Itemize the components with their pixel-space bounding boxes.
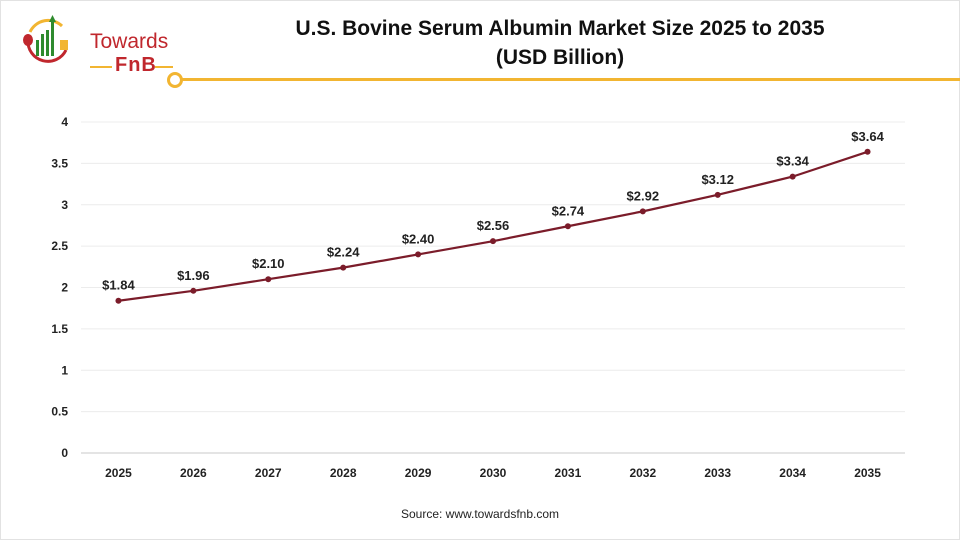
data-point [564,223,571,230]
x-tick-label: 2025 [105,466,132,480]
source-note: Source: www.towardsfnb.com [400,507,560,521]
x-tick-label: 2031 [555,466,582,480]
x-tick-label: 2026 [180,466,207,480]
data-label: $2.24 [327,245,360,260]
data-label: $2.56 [477,218,510,233]
data-label: $3.64 [851,129,884,144]
y-tick-label: 2 [61,281,68,295]
data-point [190,287,197,294]
data-label: $2.40 [402,231,435,246]
data-point [714,191,721,198]
x-tick-label: 2032 [629,466,656,480]
x-tick-label: 2030 [480,466,507,480]
logo-mark-icon [23,15,68,63]
y-tick-label: 0.5 [51,405,68,419]
y-tick-label: 0 [61,446,68,460]
x-tick-label: 2028 [330,466,357,480]
data-point [415,251,422,258]
data-point [864,148,871,155]
data-label: $3.34 [776,154,809,169]
data-label: $2.92 [627,188,660,203]
data-label: $1.84 [102,278,135,293]
title-rule-circle [167,72,183,88]
y-tick-label: 2.5 [51,239,68,253]
logo-text-fnb: FnB [115,54,157,76]
data-point [789,173,796,180]
chart-title: U.S. Bovine Serum Albumin Market Size 20… [240,14,880,72]
data-label: $1.96 [177,268,210,283]
data-point [115,297,122,304]
chart-subtitle: (USD Billion) [495,46,625,69]
x-tick-label: 2027 [255,466,282,480]
data-label: $2.74 [552,203,585,218]
y-tick-label: 1.5 [51,322,68,336]
x-tick-label: 2033 [704,466,731,480]
y-tick-label: 4 [61,115,68,129]
y-tick-label: 3 [61,198,68,212]
chart-title-main: U.S. Bovine Serum Albumin Market Size 20… [295,17,825,40]
data-point [340,264,347,271]
title-rule-line [182,78,960,81]
logo-dash-left [90,66,112,68]
x-tick-label: 2034 [779,466,806,480]
y-tick-label: 3.5 [51,156,68,170]
towards-fnb-logo: Towards FnB [18,14,173,76]
logo-dash-right [155,66,173,68]
data-point [490,238,496,245]
data-label: $3.12 [701,172,734,187]
data-point [265,276,272,283]
y-tick-label: 1 [61,363,68,377]
x-tick-label: 2035 [854,466,881,480]
data-point [639,208,646,215]
logo-text-towards: Towards [90,30,169,53]
data-label: $2.10 [252,256,285,271]
x-tick-label: 2029 [405,466,432,480]
